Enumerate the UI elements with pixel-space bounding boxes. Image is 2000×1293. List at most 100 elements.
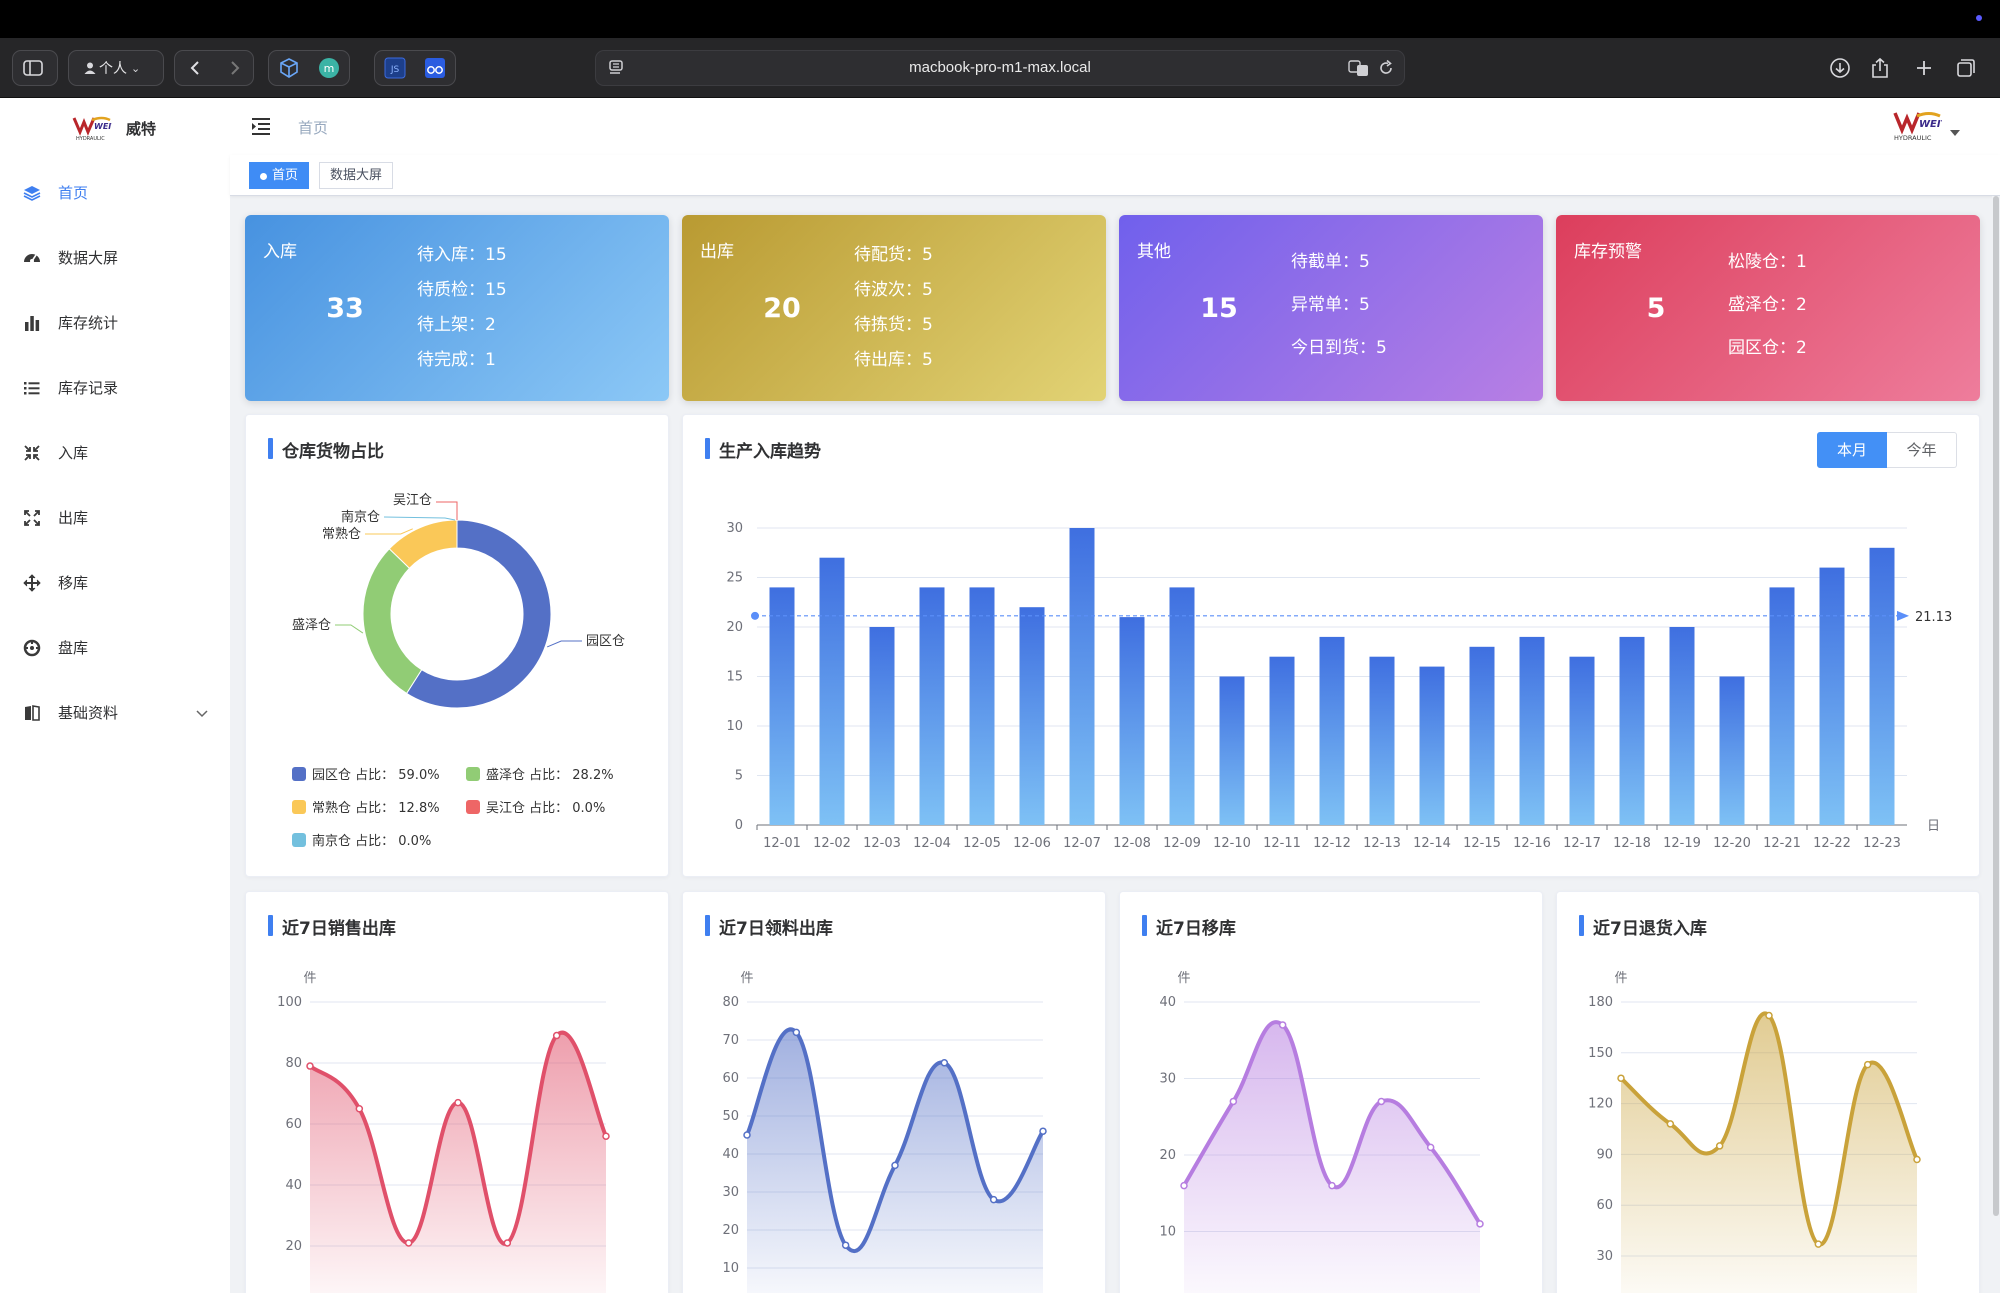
legend-label: 南京仓 占比： 0.0% <box>312 834 432 849</box>
bar <box>819 557 845 825</box>
y-tick-label: 40 <box>285 1178 302 1193</box>
data-point <box>841 1241 850 1249</box>
bar <box>919 587 945 825</box>
card-total: 33 <box>326 293 364 324</box>
menu-fold-button[interactable] <box>250 116 272 140</box>
tab-this-month[interactable]: 本月 <box>1817 432 1887 468</box>
sidebar-item-label: 移库 <box>58 574 89 592</box>
x-tick-label: 12-16 <box>1513 836 1551 851</box>
production-inbound-trend-panel: 生产入库趋势 本月 今年 0 5 10 15 20 25 30 12-01 12-02 12-03… <box>682 414 1980 877</box>
transfer-line-chart: 10 20 30 40件 <box>1159 971 1484 1293</box>
pie-label-line <box>383 516 456 521</box>
area-fill <box>1621 1013 1917 1293</box>
profile-label: 个人 <box>99 61 127 77</box>
data-point <box>1666 1120 1675 1128</box>
bar <box>1719 676 1745 825</box>
new-tab-button[interactable] <box>1904 51 1944 85</box>
sidebar-item-outbound[interactable]: 出库 <box>0 485 230 550</box>
x-tick-label: 12-21 <box>1763 836 1801 851</box>
sidebar-item-inventory-stats[interactable]: 库存统计 <box>0 290 230 355</box>
y-tick-label: 50 <box>722 1109 739 1124</box>
tag-data-screen[interactable]: 数据大屏 <box>319 162 394 189</box>
tab-this-year[interactable]: 今年 <box>1887 432 1957 468</box>
sidebar-item-stocktake[interactable]: 盘库 <box>0 615 230 680</box>
sidebar-item-inbound[interactable]: 入库 <box>0 420 230 485</box>
reload-icon[interactable] <box>1378 59 1394 81</box>
sidebar-item-transfer[interactable]: 移库 <box>0 550 230 615</box>
tag-home[interactable]: 首页 <box>249 162 310 189</box>
x-tick-label: 12-15 <box>1463 836 1501 851</box>
data-point <box>1180 1181 1188 1190</box>
address-bar[interactable]: macbook-pro-m1-max.local <box>595 50 1405 86</box>
page-scrollbar[interactable] <box>1992 196 2000 1293</box>
other-card[interactable]: 其他 15 待截单：5 异常单：5 今日到货：5 <box>1119 215 1543 401</box>
x-tick-label: 12-11 <box>1263 836 1301 851</box>
legend-item-wujiang[interactable]: 吴江仓 占比： 0.0% <box>466 797 605 816</box>
logo[interactable]: WEITE HYDRAULIC 威特 <box>72 114 156 142</box>
sidebar: WEITE HYDRAULIC 威特 首页 数据大屏 库存统计 库存记录 入库 … <box>0 98 230 1293</box>
data-point <box>306 1062 314 1070</box>
x-tick-label: 12-07 <box>1063 836 1101 851</box>
legend-item-shengze[interactable]: 盛泽仓 占比： 28.2% <box>466 764 614 783</box>
bar <box>1119 617 1145 825</box>
pie-label: 吴江仓 <box>393 493 432 508</box>
list-icon <box>22 378 42 398</box>
legend-swatch <box>292 800 306 814</box>
inbound-card[interactable]: 入库 33 待入库：15 待质检：15 待上架：2 待完成：1 <box>245 215 669 401</box>
sidebar-item-label: 首页 <box>58 184 89 202</box>
glasses-icon <box>425 58 445 78</box>
glasses-extension-button[interactable] <box>415 51 455 85</box>
x-tick-label: 12-14 <box>1413 836 1451 851</box>
sidebar-item-label: 入库 <box>58 444 89 462</box>
js-extension-button[interactable]: JS <box>375 51 415 85</box>
sidebar-item-label: 库存记录 <box>58 379 119 397</box>
outbound-card[interactable]: 出库 20 待配货：5 待波次：5 待拣货：5 待出库：5 <box>682 215 1106 401</box>
sidebar-item-label: 库存统计 <box>58 314 119 332</box>
card-total: 5 <box>1646 293 1666 324</box>
tab-overview-button[interactable] <box>1946 51 1986 85</box>
bar <box>1169 587 1195 825</box>
card-detail: 异常单：5 <box>1291 295 1370 315</box>
bar <box>869 627 895 825</box>
card-detail-list: 待截单：5 异常单：5 今日到货：5 <box>1291 241 1387 370</box>
nav-buttons <box>174 50 254 86</box>
pie-label: 南京仓 <box>341 509 380 525</box>
data-point <box>1814 1240 1823 1248</box>
sidebar-item-data-screen[interactable]: 数据大屏 <box>0 225 230 290</box>
card-detail: 待配货：5 <box>854 245 933 265</box>
stock-warning-card[interactable]: 库存预警 5 松陵仓：1 盛泽仓：2 园区仓：2 <box>1556 215 1980 401</box>
legend-item-yuanqu[interactable]: 园区仓 占比： 59.0% <box>292 764 440 783</box>
user-menu[interactable]: WEITE HYDRAULIC <box>1892 108 1960 144</box>
sidebar-item-basic-data[interactable]: 基础资料 <box>0 680 230 745</box>
sidebar-item-inventory-records[interactable]: 库存记录 <box>0 355 230 420</box>
legend-item-changshu[interactable]: 常熟仓 占比： 12.8% <box>292 797 440 816</box>
translate-icon[interactable] <box>1348 59 1370 81</box>
cube-extension-button[interactable] <box>269 51 309 85</box>
pie-label: 常熟仓 <box>322 526 361 542</box>
reader-icon[interactable] <box>608 59 624 81</box>
sidebar-item-home[interactable]: 首页 <box>0 160 230 225</box>
share-button[interactable] <box>1860 51 1900 85</box>
material-outbound-panel: 近7日领料出库 10 20 30 40 50 60 70 80 件 <box>682 891 1106 1293</box>
m-extension-button[interactable]: m <box>309 51 349 85</box>
download-button[interactable] <box>1820 51 1860 85</box>
move-icon <box>22 573 42 593</box>
plus-icon <box>1917 61 1931 75</box>
sidebar-item-label: 出库 <box>58 509 89 527</box>
card-detail-list: 松陵仓：1 盛泽仓：2 园区仓：2 <box>1728 241 1807 370</box>
y-tick-label: 10 <box>722 1261 739 1276</box>
legend-item-nanjing[interactable]: 南京仓 占比： 0.0% <box>292 830 431 849</box>
sidebar-toggle-icon <box>13 51 53 85</box>
back-button[interactable] <box>175 51 215 85</box>
y-tick-label: 20 <box>285 1239 302 1254</box>
x-tick-label: 12-05 <box>963 836 1001 851</box>
profile-button[interactable]: 个人 ⌄ <box>68 50 164 86</box>
legend-label: 盛泽仓 占比： 28.2% <box>486 768 614 783</box>
card-total: 20 <box>763 293 801 324</box>
url-text: macbook-pro-m1-max.local <box>909 59 1091 76</box>
sidebar-toggle-button[interactable] <box>12 50 58 86</box>
x-tick-label: 12-19 <box>1663 836 1701 851</box>
data-point <box>404 1239 413 1247</box>
card-detail: 待完成：1 <box>417 350 496 370</box>
forward-button[interactable] <box>215 51 255 85</box>
